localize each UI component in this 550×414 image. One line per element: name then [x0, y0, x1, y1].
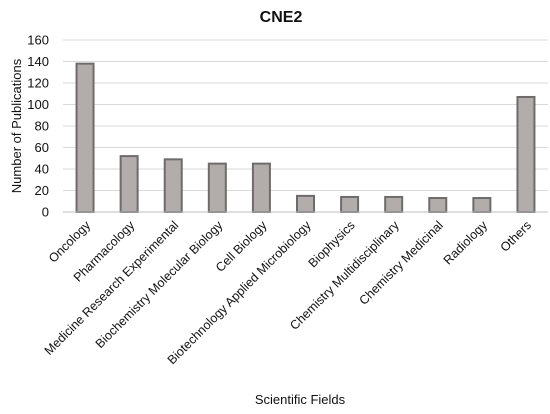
y-tick-label: 20	[35, 183, 49, 198]
y-tick-label: 140	[27, 54, 49, 69]
bar	[75, 62, 95, 214]
y-tick-label: 0	[42, 205, 49, 220]
bar	[207, 162, 227, 213]
gridlines	[63, 39, 548, 191]
x-axis-label: Scientific Fields	[255, 392, 346, 407]
x-category-label: Radiology	[441, 218, 491, 268]
bar	[163, 158, 183, 213]
chart-title: CNE2	[260, 9, 303, 26]
y-axis-label: Number of Publications	[9, 58, 24, 193]
bar	[384, 195, 404, 213]
bar	[296, 194, 315, 213]
x-category-label: Others	[498, 218, 534, 254]
bar	[472, 197, 492, 213]
bars	[75, 62, 536, 214]
y-tick-label: 60	[35, 140, 49, 155]
y-tick-labels: 0 20 40 60 80 100 120 140 160	[27, 33, 49, 220]
x-category-label: Chemistry Medicinal	[356, 218, 445, 307]
y-tick-label: 100	[27, 97, 49, 112]
bar	[428, 197, 448, 213]
y-tick-label: 120	[27, 76, 49, 91]
y-tick-label: 40	[35, 162, 49, 177]
bar	[516, 95, 536, 213]
bar	[340, 195, 360, 213]
bar	[119, 155, 139, 214]
bar	[251, 162, 271, 213]
y-tick-label: 80	[35, 119, 49, 134]
y-tick-label: 160	[27, 33, 49, 48]
